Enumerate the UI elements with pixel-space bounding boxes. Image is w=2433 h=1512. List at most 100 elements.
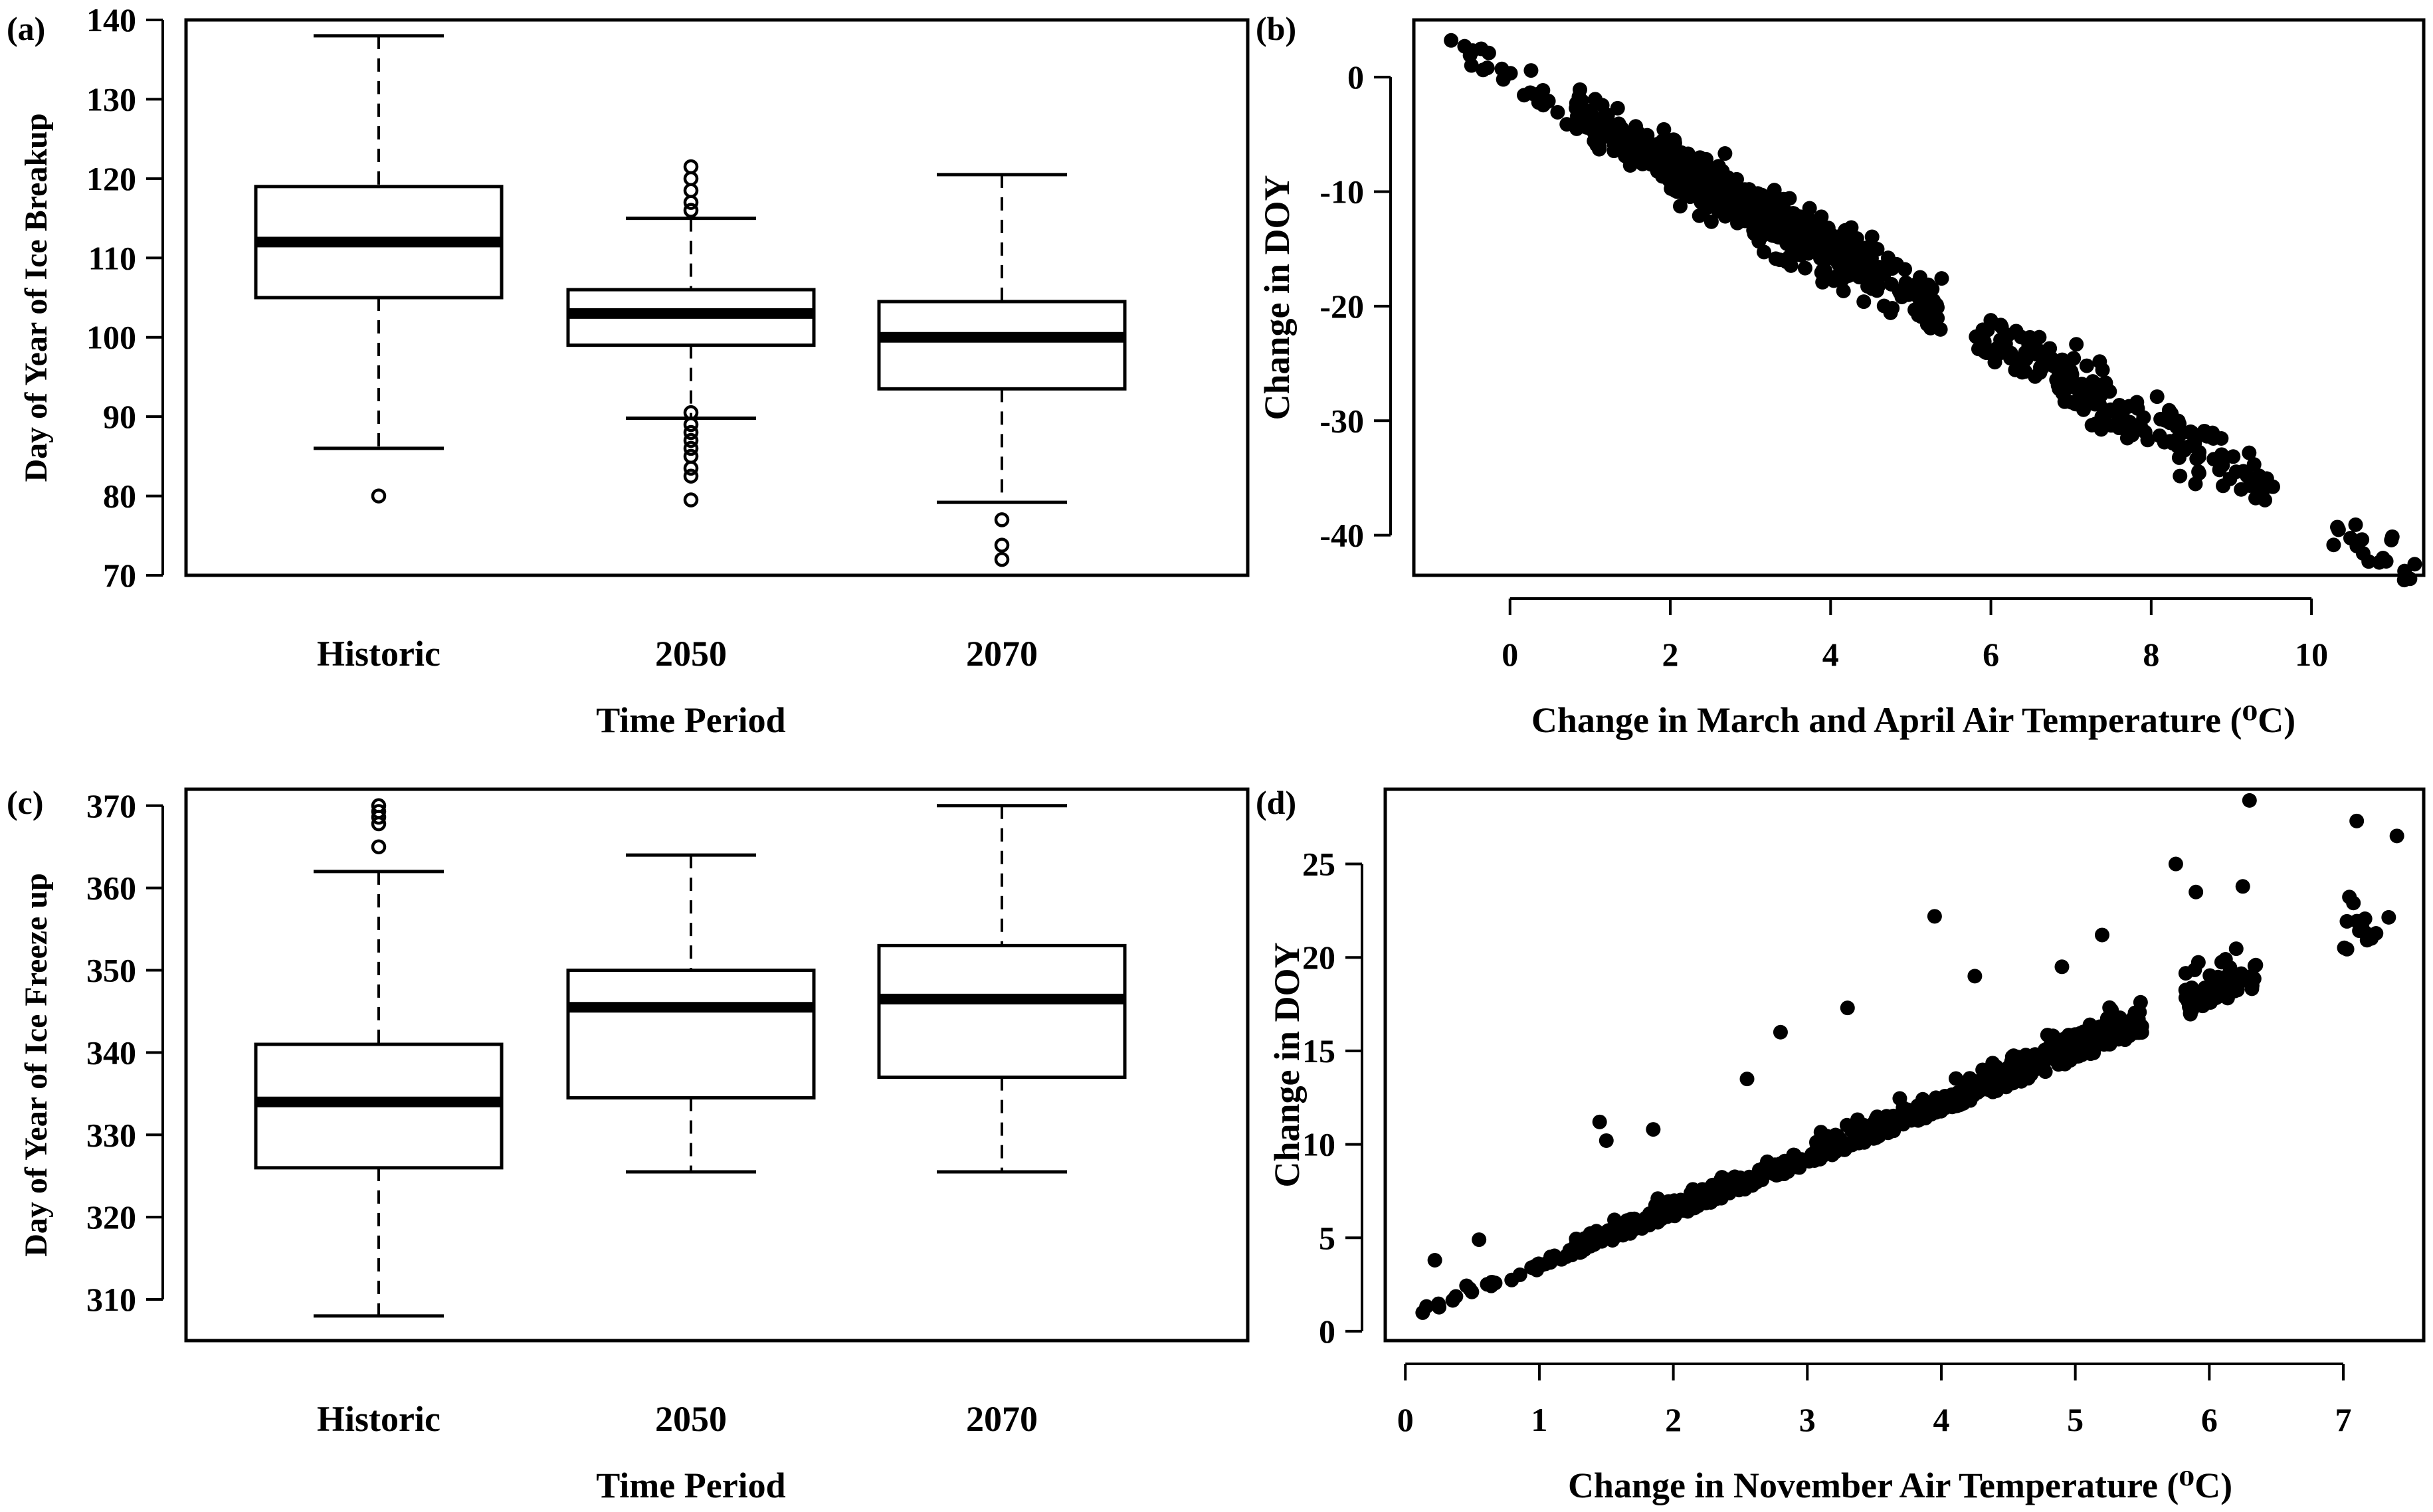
- scatter-point: [1815, 274, 1830, 290]
- panel-d-x-tick-label: 1: [1531, 1401, 1547, 1438]
- scatter-point: [1692, 208, 1707, 223]
- outlier-point: [683, 460, 699, 476]
- scatter-point: [1540, 94, 1555, 109]
- panel-d-x-tick-label: 0: [1397, 1401, 1414, 1438]
- scatter-point: [2082, 1017, 2097, 1032]
- scatter-point: [2389, 828, 2404, 844]
- scatter-point: [1977, 344, 1993, 359]
- scatter-point: [2024, 331, 2039, 347]
- panel-d-y-axis-title: Change in DOY: [1267, 942, 1307, 1187]
- scatter-point: [2189, 884, 2204, 899]
- scatter-point: [1415, 1305, 1430, 1320]
- scatter-point: [1755, 1161, 1770, 1177]
- panel-c-y-tick-label: 330: [86, 1116, 136, 1153]
- panel-a-y-tick-label: 140: [86, 1, 136, 39]
- scatter-point: [2178, 966, 2193, 981]
- scatter-point: [1997, 334, 2012, 349]
- scatter-point: [2169, 419, 2184, 434]
- scatter-point: [1987, 355, 2002, 370]
- scatter-point: [1523, 63, 1539, 78]
- outlier-point: [371, 488, 387, 504]
- scatter-point: [1599, 1133, 1614, 1148]
- scatter-point: [1488, 1276, 1503, 1291]
- scatter-point: [2016, 350, 2031, 365]
- scatter-point: [1949, 1098, 1965, 1113]
- outlier-point: [683, 203, 699, 218]
- scatter-point: [2052, 1046, 2067, 1061]
- scatter-point: [2054, 959, 2070, 975]
- scatter-point: [1517, 88, 1532, 103]
- scatter-point: [2337, 940, 2352, 955]
- scatter-point: [2212, 452, 2227, 468]
- panel-a-y-tick-label: 90: [103, 398, 136, 435]
- panel-a-x-axis-title: Time Period: [596, 700, 785, 740]
- scatter-point: [2003, 351, 2018, 366]
- scatter-point: [1963, 1082, 1979, 1097]
- scatter-point: [2207, 978, 2222, 993]
- scatter-point: [1870, 242, 1885, 257]
- outlier-point: [994, 512, 1010, 527]
- outlier-point: [683, 425, 699, 440]
- scatter-point: [1588, 128, 1603, 143]
- scatter-point: [1994, 319, 2009, 334]
- outlier-point: [683, 417, 699, 432]
- scatter-point: [1627, 140, 1642, 155]
- scatter-point: [1901, 287, 1916, 302]
- scatter-point: [2061, 358, 2076, 373]
- scatter-point: [1804, 228, 1819, 243]
- panel-c-box-2070: [877, 804, 1127, 1174]
- panel-d-plot-frame: [1383, 787, 2426, 1343]
- outlier-point: [371, 816, 387, 832]
- scatter-point: [2064, 395, 2079, 410]
- scatter-point: [1585, 109, 1601, 124]
- scatter-point: [1783, 258, 1799, 273]
- scatter-point: [2256, 483, 2271, 498]
- scatter-point: [1917, 294, 1932, 310]
- scatter-point: [1444, 33, 1459, 48]
- scatter-point: [1615, 1225, 1630, 1240]
- panel-a-y-tick-label: 120: [86, 160, 136, 197]
- panel-d-x-tick-label: 4: [1933, 1401, 1949, 1438]
- scatter-point: [2330, 520, 2345, 535]
- scatter-point: [2243, 969, 2258, 985]
- scatter-point: [1898, 1102, 1913, 1117]
- panel-a-category-label: 2050: [655, 634, 727, 674]
- scatter-point: [2000, 1069, 2016, 1084]
- scatter-point: [1663, 149, 1678, 165]
- scatter-point: [2093, 1028, 2108, 1044]
- scatter-point: [1948, 1071, 1963, 1086]
- scatter-point: [1944, 1087, 1959, 1102]
- scatter-point: [1474, 41, 1489, 56]
- outlier-point: [683, 468, 699, 484]
- panel-a-y-tick-label: 100: [86, 319, 136, 356]
- panel-b-scatter-points: [1444, 33, 2422, 588]
- scatter-point: [1883, 305, 1898, 320]
- scatter-point: [2187, 432, 2202, 447]
- panel-d-marks: 0 5 10 15 20 25 0 1 2 3 4 5 6 7: [1302, 793, 2404, 1438]
- scatter-point: [2094, 927, 2109, 943]
- scatter-point: [2076, 402, 2092, 417]
- scatter-point: [2361, 554, 2377, 569]
- scatter-point: [2086, 387, 2101, 402]
- scatter-point: [1661, 1194, 1676, 1209]
- outlier-point: [683, 492, 699, 508]
- panel-d-y-tick-label: 25: [1302, 846, 1335, 883]
- scatter-point: [1934, 271, 1949, 286]
- panel-d-x-tick-label: 6: [2201, 1401, 2218, 1438]
- panel-c-marks: 310 320 330 340 350 360 370 Historic 2050 2070: [86, 787, 1127, 1439]
- panel-d: (d) 0 5 10 15 20 25 0 1 2 3 4 5 6 7 Change in Novembe…: [1256, 784, 2426, 1505]
- scatter-point: [1855, 1127, 1870, 1143]
- outlier-point: [371, 809, 387, 825]
- scatter-point: [2133, 994, 2148, 1010]
- panel-c-category-label: Historic: [317, 1399, 440, 1439]
- scatter-point: [2119, 1020, 2135, 1036]
- scatter-point: [1723, 191, 1738, 207]
- scatter-point: [1643, 155, 1658, 171]
- scatter-point: [1672, 199, 1688, 214]
- scatter-point: [1628, 119, 1644, 134]
- scatter-point: [1814, 209, 1829, 225]
- scatter-point: [2079, 358, 2094, 373]
- scatter-point: [1818, 263, 1833, 278]
- scatter-point: [2228, 941, 2244, 957]
